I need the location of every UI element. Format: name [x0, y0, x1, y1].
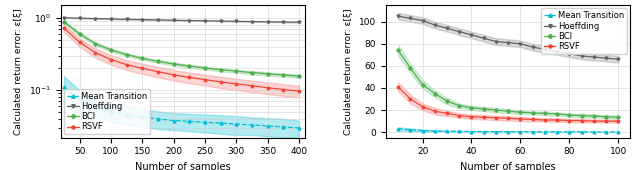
Y-axis label: Calculated return error: ε[ξ]: Calculated return error: ε[ξ] — [14, 8, 23, 135]
Y-axis label: Calculated return error: ε[ξ]: Calculated return error: ε[ξ] — [344, 8, 353, 135]
X-axis label: Number of samples: Number of samples — [135, 162, 231, 170]
Legend: Mean Transition, Hoeffding, BCI, RSVF: Mean Transition, Hoeffding, BCI, RSVF — [64, 89, 150, 134]
Legend: Mean Transition, Hoeffding, BCI, RSVF: Mean Transition, Hoeffding, BCI, RSVF — [541, 8, 627, 54]
X-axis label: Number of samples: Number of samples — [460, 162, 556, 170]
